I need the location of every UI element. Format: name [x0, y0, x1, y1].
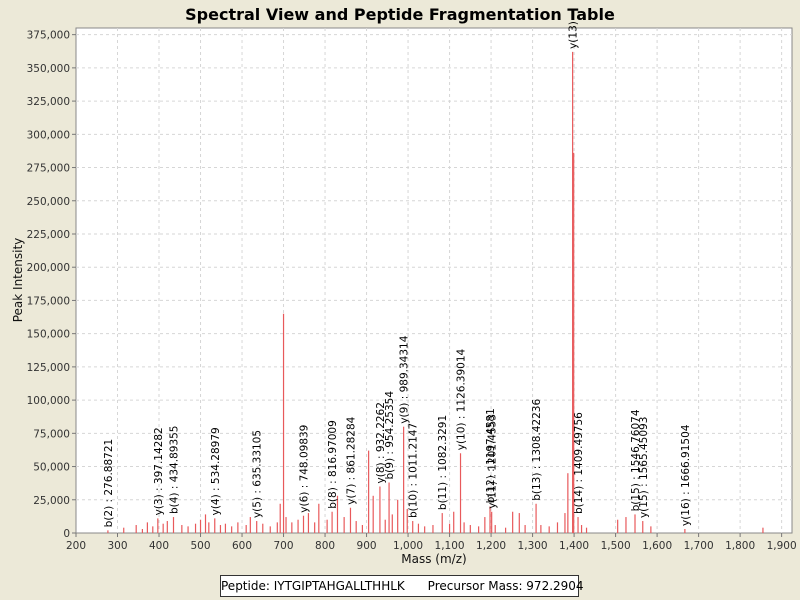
x-tick-label: 500: [190, 540, 210, 552]
peak-annotation: b(13) : 1308.42236: [531, 399, 543, 501]
peak-annotation: y(13): [568, 21, 580, 49]
y-tick-label: 275,000: [27, 163, 70, 175]
plot-area: [75, 27, 793, 534]
gridlines: [76, 28, 792, 533]
peak-annotation: y(5) : 635.33105: [252, 430, 264, 518]
peak-annotation: b(15) : 1546.76074: [630, 409, 642, 511]
y-tick-label: 300,000: [27, 129, 70, 141]
y-tick-label: 175,000: [27, 295, 70, 307]
peak-annotation: y(6) : 748.09839: [299, 425, 311, 513]
x-tick-label: 1,700: [684, 540, 714, 552]
peak-annotation: y(16) : 1666.91504: [680, 424, 692, 526]
peak-annotation: b(12) : 1197.4581: [485, 408, 497, 503]
chart-title: Spectral View and Peptide Fragmentation …: [185, 5, 615, 24]
annotations-layer: b(2) : 276.88721 y(3) : 397.14282 b(4) : 4…: [103, 21, 692, 527]
peak-annotation: b(10) : 1011.2147: [408, 423, 420, 518]
peak-annotation: b(11) : 1082.3291: [437, 415, 449, 510]
y-tick-label: 50,000: [33, 462, 70, 474]
peak-annotation: b(9) : 954.25354: [384, 391, 396, 480]
y-tick-label: 0: [63, 528, 70, 540]
x-tick-label: 1,600: [642, 540, 672, 552]
peak-annotation: y(10) : 1126.39014: [456, 349, 468, 451]
x-tick-label: 1,500: [601, 540, 631, 552]
peak-annotation: y(11) : 1201.4553: [487, 414, 499, 509]
x-tick-label: 600: [232, 540, 252, 552]
peak-annotation: b(8) : 816.97009: [327, 420, 339, 509]
y-tick-label: 200,000: [27, 262, 70, 274]
x-tick-label: 1,900: [767, 540, 797, 552]
y-tick-label: 250,000: [27, 196, 70, 208]
x-tick-label: 1,400: [559, 540, 589, 552]
peak-annotation: y(4) : 534.28979: [210, 427, 222, 515]
peptide-label: Peptide: IYTGIPTAHGALLTHHLK: [221, 579, 405, 593]
x-tick-label: 400: [149, 540, 169, 552]
y-tick-label: 75,000: [33, 428, 70, 440]
y-tick-label: 350,000: [27, 63, 70, 75]
y-tick-label: 375,000: [27, 30, 70, 42]
peak-annotation: y(8) : 932.2262: [375, 402, 387, 483]
peak-annotation: b(14) : 1409.49756: [573, 412, 585, 514]
peak-annotation: b(2) : 276.88721: [103, 439, 115, 528]
x-tick-label: 700: [274, 540, 294, 552]
y-tick-label: 150,000: [27, 329, 70, 341]
peaks-layer: [107, 51, 764, 533]
y-axis-title: Peak Intensity: [11, 238, 25, 323]
y-tick-label: 225,000: [27, 229, 70, 241]
x-tick-label: 1,200: [476, 540, 506, 552]
precursor-mass-label: Precursor Mass: 972.2904: [427, 579, 584, 593]
x-tick-label: 1,800: [725, 540, 755, 552]
peak-annotation: b(4) : 434.89355: [168, 426, 180, 515]
y-tick-label: 325,000: [27, 96, 70, 108]
axes-layer: 0 25,000 50,000 75,000 100,000 125,000 150,000…: [27, 30, 797, 552]
y-tick-label: 100,000: [27, 395, 70, 407]
y-tick-label: 25,000: [33, 495, 70, 507]
x-tick-label: 900: [357, 540, 377, 552]
y-tick-label: 125,000: [27, 362, 70, 374]
x-tick-label: 300: [107, 540, 127, 552]
x-tick-label: 1,100: [435, 540, 465, 552]
peak-annotation: y(15) : 1565.45093: [638, 417, 650, 518]
x-tick-label: 800: [315, 540, 335, 552]
x-axis-title: Mass (m/z): [401, 552, 466, 566]
peptide-info-legend: Peptide: IYTGIPTAHGALLTHHLK Precursor Ma…: [220, 575, 584, 597]
x-tick-label: 1,000: [393, 540, 423, 552]
x-tick-label: 200: [66, 540, 86, 552]
peak-annotation: y(9) : 989.34314: [399, 335, 411, 423]
peak-annotation: y(3) : 397.14282: [153, 427, 165, 515]
x-tick-label: 1,300: [518, 540, 548, 552]
peak-annotation: y(7) : 861.28284: [345, 416, 357, 504]
